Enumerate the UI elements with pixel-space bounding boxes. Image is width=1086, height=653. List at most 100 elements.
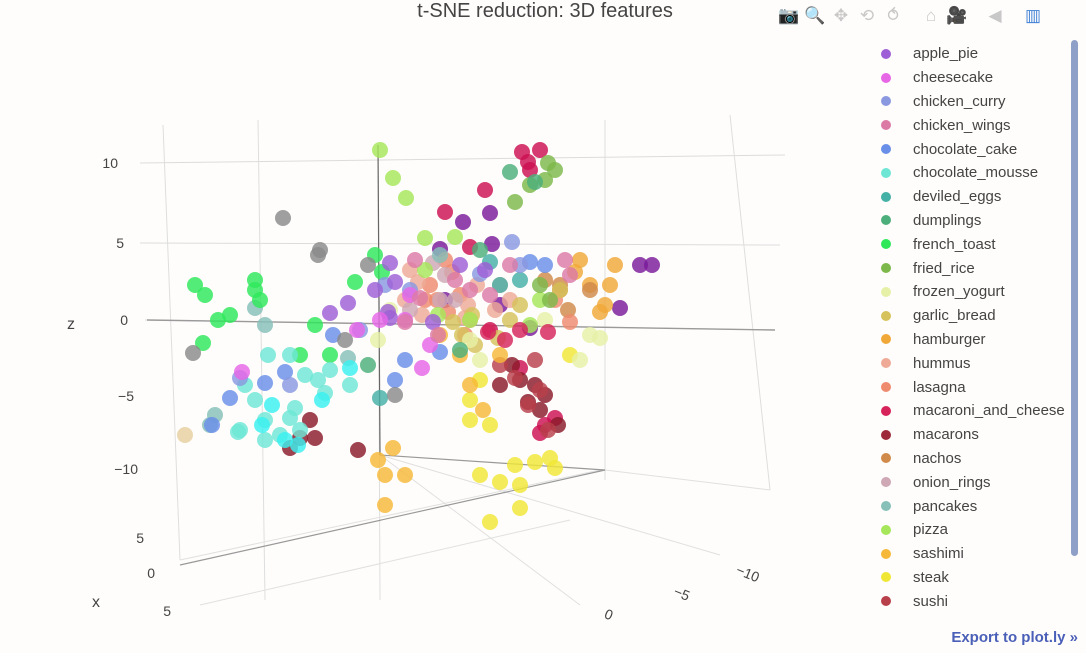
scatter-point-chocolate-mousse[interactable] [292,422,308,438]
scatter-point-chocolate-mousse[interactable] [282,347,298,363]
scatter-point-steak[interactable] [482,514,498,530]
scatter-point-cyan[interactable] [314,392,330,408]
export-to-plotly-link[interactable]: Export to plot.ly » [951,629,1078,646]
scatter-point-cheesecake[interactable] [414,360,430,376]
scatter-point-chocolate-mousse[interactable] [310,372,326,388]
legend-item-pancakes[interactable]: pancakes [872,494,1068,518]
scatter-point-fried-rice[interactable] [507,194,523,210]
scatter-point-cyan[interactable] [290,437,306,453]
scatter-point-purple[interactable] [632,257,648,273]
home-icon[interactable]: ⌂ [925,6,937,25]
scatter-point-macaroni-and-cheese[interactable] [480,324,496,340]
scatter-point-onion-rings[interactable] [432,292,448,308]
scatter-point-french-toast[interactable] [322,347,338,363]
scatter-point-maroon[interactable] [350,442,366,458]
scatter-point-fried-rice[interactable] [532,277,548,293]
scatter-point-chocolate-mousse[interactable] [230,424,246,440]
scatter-point-dumplings[interactable] [527,174,543,190]
scatter-point-deviled-eggs[interactable] [492,277,508,293]
legend-item-dumplings[interactable]: dumplings [872,209,1068,233]
scatter-point-hamburger[interactable] [607,257,623,273]
scatter-point-chicken-wings[interactable] [557,252,573,268]
scatter-point-hamburger[interactable] [602,277,618,293]
legend-item-chicken-curry[interactable]: chicken_curry [872,90,1068,114]
scatter-point-frozen-yogurt[interactable] [572,352,588,368]
scatter-point-cyan[interactable] [342,360,358,376]
legend-item-chocolate-mousse[interactable]: chocolate_mousse [872,161,1068,185]
scatter-point-maroon[interactable] [532,402,548,418]
scatter-point-chicken-wings[interactable] [397,314,413,330]
orbit-rotate-icon[interactable]: ⟲ [859,6,875,25]
scatter-point-crimson[interactable] [477,182,493,198]
scatter-point-deviled-eggs[interactable] [512,272,528,288]
scatter-point-gray[interactable] [387,387,403,403]
legend-item-fried-rice[interactable]: fried_rice [872,256,1068,280]
scatter-point-dumplings[interactable] [472,242,488,258]
scatter-point-chicken-wings[interactable] [412,290,428,306]
scatter-point-chocolate-mousse[interactable] [247,392,263,408]
scatter-point-maroon[interactable] [307,430,323,446]
legend-item-apple-pie[interactable]: apple_pie [872,42,1068,66]
scatter-point-chocolate-mousse[interactable] [287,400,303,416]
scatter-point-steak[interactable] [512,477,528,493]
scatter-point-pancakes[interactable] [432,247,448,263]
scatter-point-french-toast[interactable] [187,277,203,293]
scatter-point-sashimi[interactable] [385,440,401,456]
legend-item-lasagna[interactable]: lasagna [872,375,1068,399]
scatter-point-chocolate-cake[interactable] [222,390,238,406]
pan-icon[interactable]: ✥ [833,6,849,25]
scatter-point-garlic-bread[interactable] [445,314,461,330]
legend-item-hummus[interactable]: hummus [872,351,1068,375]
scatter-point-crimson[interactable] [522,162,538,178]
scatter-point-steak[interactable] [482,417,498,433]
legend-item-french-toast[interactable]: french_toast [872,232,1068,256]
scatter-point-hummus[interactable] [487,302,503,318]
scatter-point-pizza[interactable] [417,262,433,278]
scatter-point-maroon[interactable] [492,377,508,393]
legend-scrollbar[interactable] [1071,40,1078,556]
scatter-point-pizza[interactable] [385,170,401,186]
scatter-point-pizza[interactable] [398,190,414,206]
scatter-point-chicken-curry[interactable] [504,234,520,250]
scatter-point-frozen-yogurt[interactable] [370,332,386,348]
scatter-point-french-toast[interactable] [307,317,323,333]
scatter-point-lasagna[interactable] [422,277,438,293]
scatter-point-apple-pie[interactable] [340,295,356,311]
legend-item-steak[interactable]: steak [872,566,1068,590]
zoom-icon[interactable]: 🔍 [804,6,826,25]
legend-item-deviled-eggs[interactable]: deviled_eggs [872,185,1068,209]
legend-item-hamburger[interactable]: hamburger [872,328,1068,352]
scatter-point-chicken-wings[interactable] [482,287,498,303]
turntable-rotate-icon[interactable]: ⥀ [887,6,899,25]
scatter-point-frozen-yogurt[interactable] [472,352,488,368]
scatter-point-pancakes[interactable] [257,317,273,333]
scatter-point-chocolate-mousse[interactable] [257,432,273,448]
scatter-point-pizza[interactable] [372,142,388,158]
scatter-point-sushi[interactable] [532,382,548,398]
scatter-point-french-toast[interactable] [197,287,213,303]
scatter-point-dumplings[interactable] [502,164,518,180]
scatter-point-nachos[interactable] [560,302,576,318]
scatter-point-chocolate-cake[interactable] [397,352,413,368]
scatter-point-steak[interactable] [462,412,478,428]
legend-item-cheesecake[interactable]: cheesecake [872,66,1068,90]
scatter-point-sashimi[interactable] [397,467,413,483]
scatter-point-pizza[interactable] [417,230,433,246]
scatter-point-chicken-wings[interactable] [430,327,446,343]
scatter-point-dumplings[interactable] [452,342,468,358]
scatter-point-nachos[interactable] [582,282,598,298]
legend-item-sushi[interactable]: sushi [872,589,1068,612]
scatter-point-chocolate-mousse[interactable] [322,362,338,378]
legend-item-chicken-wings[interactable]: chicken_wings [872,113,1068,137]
scatter-point-chicken-wings[interactable] [462,282,478,298]
legend-item-macaroni-and-cheese[interactable]: macaroni_and_cheese [872,399,1068,423]
scatter-point-french-toast[interactable] [222,307,238,323]
scatter-point-macaroni-and-cheese[interactable] [512,322,528,338]
scatter-point-apple-pie[interactable] [387,274,403,290]
scatter-point-apple-pie[interactable] [452,257,468,273]
scatter-point-gray[interactable] [310,247,326,263]
scatter-point-sushi[interactable] [527,352,543,368]
scatter-point-chicken-curry[interactable] [282,377,298,393]
legend-item-chocolate-cake[interactable]: chocolate_cake [872,137,1068,161]
scatter-point-apple-pie[interactable] [382,255,398,271]
